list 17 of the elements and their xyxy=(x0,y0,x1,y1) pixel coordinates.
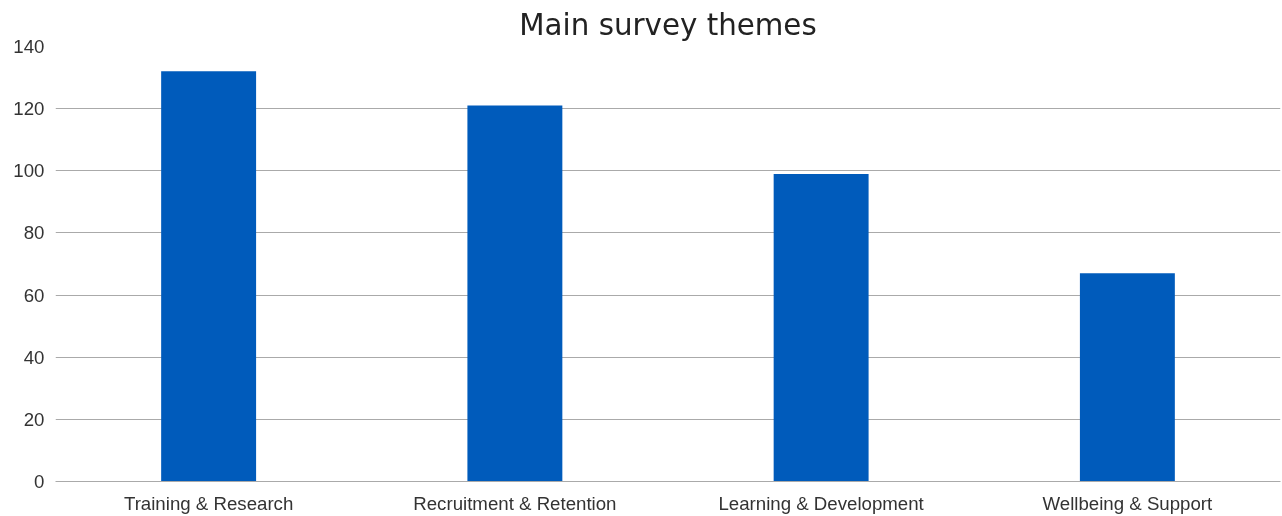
chart-title: Main survey themes xyxy=(519,7,817,42)
bar xyxy=(467,105,563,482)
bar xyxy=(773,173,869,482)
x-tick-label: Wellbeing & Support xyxy=(1042,492,1214,514)
bar xyxy=(1079,273,1175,482)
x-tick-label: Training & Research xyxy=(123,492,294,514)
y-tick-label: 40 xyxy=(23,346,45,368)
y-tick-label: 80 xyxy=(23,222,45,244)
y-tick-label: 0 xyxy=(34,471,45,492)
x-tick-label: Recruitment & Retention xyxy=(413,492,617,514)
x-tick-label: Learning & Development xyxy=(718,492,925,514)
y-tick-label: 60 xyxy=(23,284,45,306)
y-tick-label: 100 xyxy=(13,160,45,182)
y-tick-label: 20 xyxy=(23,408,45,430)
y-tick-label: 120 xyxy=(13,98,45,120)
bar xyxy=(161,71,257,482)
y-tick-label: 140 xyxy=(13,36,45,57)
